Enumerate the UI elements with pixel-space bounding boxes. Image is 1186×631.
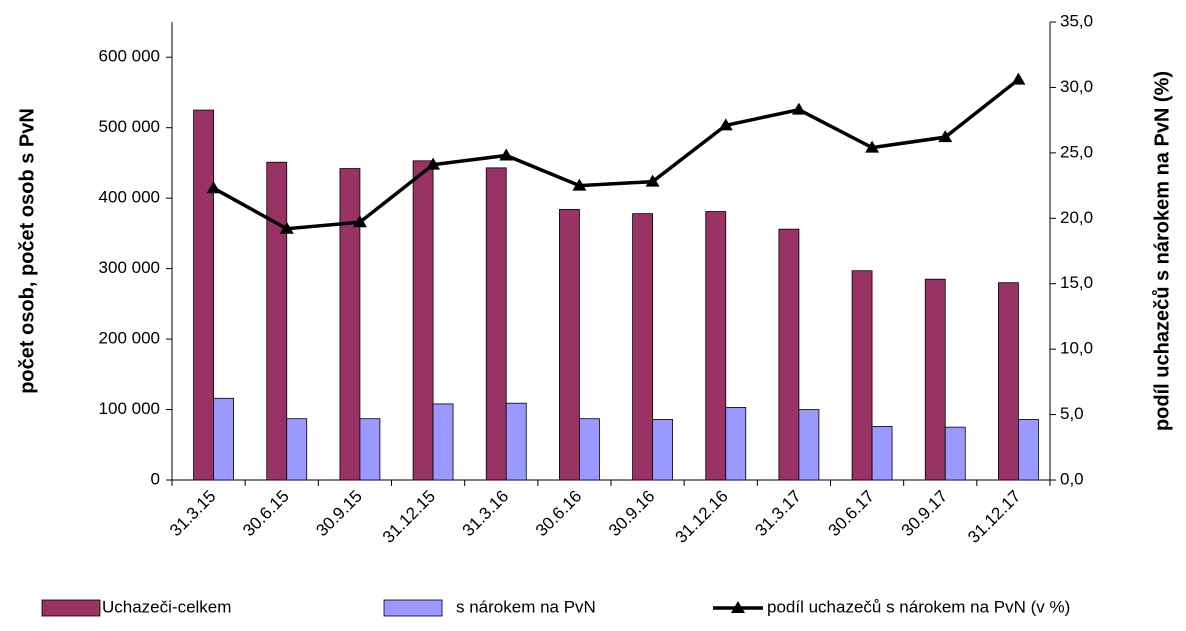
x-tick-label: 31.3.15: [166, 487, 220, 541]
bar: [339, 168, 361, 481]
marker: [645, 174, 660, 187]
y-tick-label: 0: [151, 469, 160, 488]
y-tick-label: 500 000: [99, 117, 160, 136]
y-tick-label: 300 000: [99, 258, 160, 277]
bar: [778, 228, 800, 481]
bar: [944, 426, 966, 481]
x-tick-label: 31.12.15: [379, 487, 439, 547]
x-tick-label: 30.6.15: [239, 487, 293, 541]
bar: [286, 418, 308, 481]
bar: [652, 419, 673, 481]
legend-swatch: [383, 599, 443, 617]
x-tick-label: 30.6.17: [825, 487, 879, 541]
line: [212, 78, 1020, 231]
bar: [193, 109, 214, 481]
legend-marker: [731, 601, 745, 613]
legend-swatch: [41, 599, 101, 617]
legend-label: Uchazeči-celkem: [102, 597, 231, 616]
bar: [432, 403, 454, 481]
y2-tick-label: 25,0: [1060, 142, 1093, 161]
y-axis-title: počet osob, počet osob s PvN: [16, 108, 38, 394]
x-tick-label: 31.12.16: [672, 487, 732, 547]
marker: [499, 148, 514, 161]
legend-label: podíl uchazečů s nárokem na PvN (v %): [767, 597, 1070, 616]
bar: [485, 167, 507, 481]
marker: [279, 221, 294, 234]
y-tick-label: 600 000: [99, 47, 160, 66]
bar: [559, 209, 580, 481]
marker: [352, 215, 367, 228]
bar: [359, 418, 381, 481]
x-tick-label: 31.3.16: [459, 487, 513, 541]
bar: [998, 282, 1019, 481]
bar: [266, 161, 288, 481]
bar: [579, 418, 600, 481]
marker: [206, 181, 221, 194]
y2-tick-label: 35,0: [1060, 11, 1093, 30]
bar: [412, 160, 434, 481]
bar: [798, 409, 820, 481]
marker: [426, 157, 441, 170]
x-tick-label: 30.9.16: [605, 487, 659, 541]
y2-tick-label: 5,0: [1060, 404, 1084, 423]
y2-axis-title: podíl uchazečů s nárokem na PvN (%): [1151, 71, 1173, 431]
bar: [1018, 419, 1039, 481]
bar: [213, 397, 234, 481]
bar: [505, 402, 527, 481]
bar: [871, 426, 893, 481]
marker: [865, 140, 880, 153]
y-tick-label: 400 000: [99, 188, 160, 207]
y2-tick-label: 20,0: [1060, 208, 1093, 227]
marker: [572, 178, 587, 191]
marker: [718, 118, 733, 131]
x-tick-label: 30.9.15: [312, 487, 366, 541]
y2-tick-label: 30,0: [1060, 77, 1093, 96]
legend-label: s nárokem na PvN: [456, 597, 596, 616]
marker: [1011, 72, 1026, 85]
bar: [924, 278, 946, 481]
y-tick-label: 100 000: [99, 399, 160, 418]
x-tick-label: 30.6.16: [532, 487, 586, 541]
x-tick-label: 30.9.17: [898, 487, 952, 541]
x-tick-label: 31.12.17: [964, 487, 1024, 547]
bar: [725, 407, 747, 481]
bar: [632, 213, 653, 481]
marker: [791, 102, 806, 115]
y-tick-label: 200 000: [99, 329, 160, 348]
marker: [938, 130, 953, 143]
bar: [851, 270, 873, 481]
y2-tick-label: 0,0: [1060, 469, 1084, 488]
bar: [705, 211, 727, 481]
y2-tick-label: 10,0: [1060, 339, 1093, 358]
x-tick-label: 31.3.17: [751, 487, 805, 541]
y2-tick-label: 15,0: [1060, 273, 1093, 292]
